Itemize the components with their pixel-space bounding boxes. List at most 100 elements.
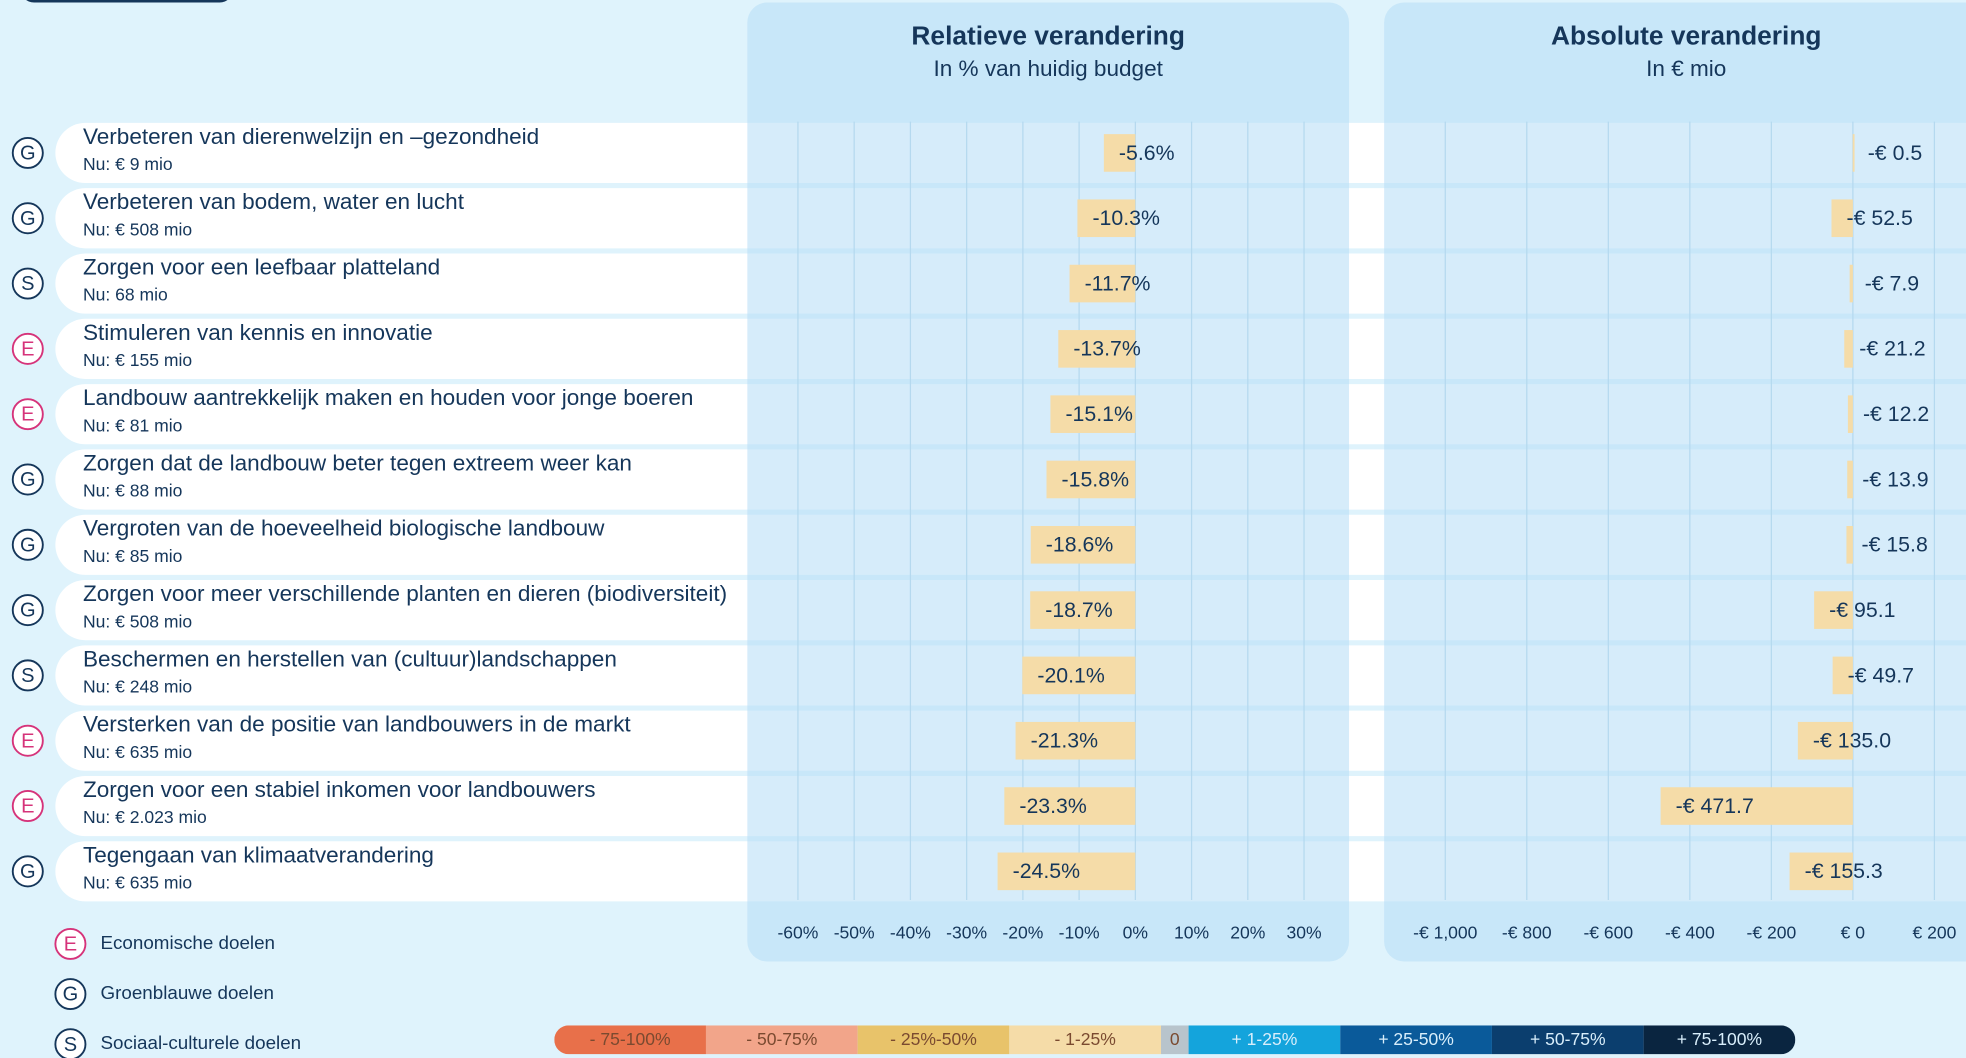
goal-icon-letter: E [21,796,34,818]
row-label: Zorgen voor een stabiel inkomen voor lan… [83,777,596,802]
row-sublabel: Nu: € 248 mio [83,677,192,697]
goal-icon [11,855,44,888]
x-tick-label: -40% [890,923,931,943]
row-label: Stimuleren van kennis en innovatie [83,320,433,345]
scale-label: + 75-100% [1677,1029,1762,1049]
value-label: -€ 0.5 [1868,141,1922,165]
row-sublabel: Nu: € 81 mio [83,415,183,435]
goal-icon-letter: G [20,600,36,622]
x-tick-label: -€ 600 [1583,923,1633,943]
bar [1660,787,1853,825]
value-label: -€ 12.2 [1863,402,1929,426]
x-tick-label: 0% [1123,923,1148,943]
scale-segment [705,1025,858,1055]
bar [1846,525,1853,564]
bar [1832,656,1853,695]
panel [1384,2,1966,962]
scale-segment [1491,1025,1644,1055]
bar [1844,330,1853,368]
bar [1797,721,1853,760]
x-tick-label: € 200 [1912,923,1956,943]
goal-icon-letter: S [64,1034,77,1056]
goal-icon-letter: E [21,338,34,360]
scale-segment [1643,1025,1796,1055]
x-tick-label: -€ 800 [1502,923,1552,943]
bar [1050,395,1136,433]
goal-icon-letter: G [63,984,79,1006]
x-tick-label: 30% [1287,923,1322,943]
bar [1004,787,1136,825]
bar [1831,199,1853,238]
scale-label: - 25%-50% [890,1029,977,1049]
row-sublabel: Nu: € 85 mio [83,546,183,566]
value-label: -20.1% [1037,663,1105,687]
bar [1015,721,1136,760]
bar [1103,134,1136,172]
x-tick-label: -10% [1059,923,1100,943]
goal-icon [11,594,44,627]
value-label: -23.3% [1019,794,1087,818]
scale-segment [1340,1025,1492,1055]
goal-icon [11,463,44,496]
row-label: Tegengaan van klimaatverandering [83,842,434,867]
row-sublabel: Nu: € 9 mio [83,154,173,174]
goal-icon-letter: G [20,861,36,883]
value-label: -€ 7.9 [1865,271,1919,295]
value-label: -€ 13.9 [1862,467,1928,491]
goal-icon [11,398,44,431]
legend: E Economische doelen G Groenblauwe doelen S S… [54,927,1796,1058]
value-label: -€ 155.3 [1805,859,1883,883]
x-tick-label: 10% [1174,923,1209,943]
goal-icon [11,724,44,757]
bar [1847,395,1853,433]
goal-icon-letter: E [64,933,77,955]
legend-label: Groenblauwe doelen [100,982,273,1003]
goal-icon [11,136,44,169]
scale-label: - 75-100% [590,1029,671,1049]
x-tick-label: -30% [946,923,987,943]
value-label: -24.5% [1013,859,1081,883]
goal-icon-letter: S [21,665,34,687]
value-label: -€ 52.5 [1847,206,1913,230]
panel-title: Relatieve verandering [911,21,1184,51]
goal-icon-letter: G [20,469,36,491]
bar [1789,852,1853,891]
panels: Relatieve verandering In % van huidig bud… [747,2,1966,962]
scale-segment [1188,1025,1341,1055]
row-label: Zorgen dat de landbouw beter tegen extre… [83,450,632,475]
scale-segment [1009,1025,1162,1055]
goal-icon [11,528,44,561]
goal-icon [54,978,87,1011]
value-label: -18.6% [1046,533,1114,557]
x-tick-label: 20% [1230,923,1265,943]
scale-segment [857,1025,1010,1055]
bar [1849,264,1853,303]
value-label: -€ 95.1 [1829,598,1895,622]
value-label: -€ 135.0 [1813,729,1891,753]
goal-icon-letter: G [20,208,36,230]
goal-icon-letter: S [21,273,34,295]
goal-icon [11,790,44,823]
panel-subtitle: In € mio [1646,56,1726,81]
x-tick-label: -€ 1,000 [1413,923,1478,943]
bar [1814,591,1853,629]
goal-icon [11,202,44,235]
goal-icon [11,267,44,300]
row-sublabel: Nu: € 508 mio [83,219,192,239]
row-label: Landbouw aantrekkelijk maken en houden v… [83,385,693,410]
value-label: -10.3% [1092,206,1160,230]
x-tick-label: € 0 [1841,923,1866,943]
bar [1077,199,1136,238]
scale-label: + 25-50% [1378,1029,1454,1049]
value-label: -€ 21.2 [1859,337,1925,361]
panel-title: Absolute verandering [1551,21,1821,51]
x-tick-label: -€ 200 [1747,923,1797,943]
goal-icon-letter: E [21,730,34,752]
value-label: -5.6% [1119,141,1175,165]
row-label: Verbeteren van bodem, water en lucht [83,189,465,214]
value-label: -18.7% [1045,598,1113,622]
value-label: -13.7% [1073,337,1141,361]
bar [1030,525,1136,564]
top-tab[interactable] [20,0,233,3]
